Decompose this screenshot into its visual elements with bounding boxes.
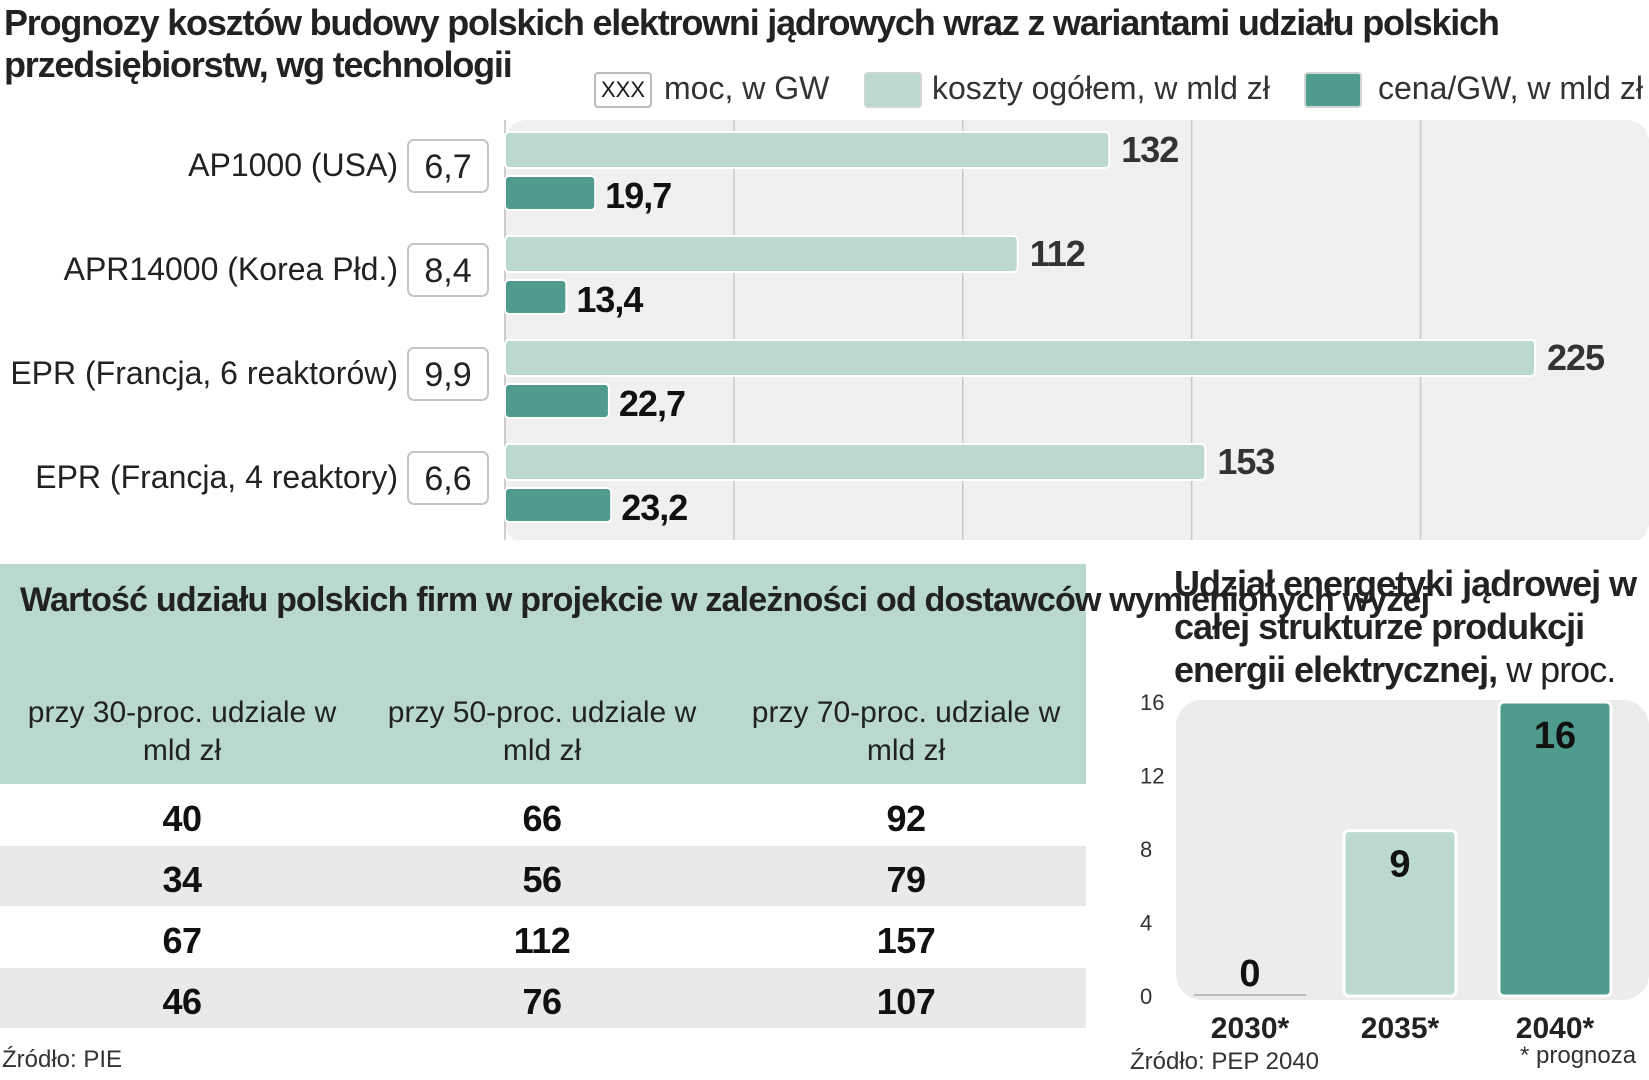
category-label: EPR (Francja, 6 reaktorów) <box>10 355 398 391</box>
y-tick-label: 16 <box>1140 690 1164 715</box>
capacity-value: 8,4 <box>424 252 471 290</box>
bar-price <box>504 175 597 211</box>
legend-price-swatch <box>1304 72 1362 108</box>
table-cell: 76 <box>522 981 562 1022</box>
table-header-70: przy 70-proc. udziale w mld zł <box>751 696 1061 767</box>
vertical-bar-chart: 0 4 8 12 16 0 2030* 9 2035* 16 2040* <box>1140 690 1649 1040</box>
legend-capacity-label: moc, w GW <box>664 70 830 106</box>
capacity-box <box>407 451 489 505</box>
category-label: EPR (Francja, 4 reaktory) <box>35 459 398 495</box>
capacity-value: 6,6 <box>424 460 471 498</box>
capacity-box <box>407 243 489 297</box>
table-cell: 79 <box>886 859 926 900</box>
x-tick-label: 2035* <box>1361 1012 1440 1040</box>
legend-total-label: koszty ogółem, w mld zł <box>932 70 1270 106</box>
table-cell: 107 <box>876 981 936 1022</box>
capacity-box <box>407 347 489 401</box>
table-stripe <box>0 968 1086 1028</box>
data-label-total: 153 <box>1217 441 1274 482</box>
bar-total <box>504 131 1111 169</box>
y-tick-label: 4 <box>1140 911 1152 936</box>
capacity-box <box>407 139 489 193</box>
horizontal-bar-chart: AP1000 (USA) 6,7 132 19,7 APR14000 (Korea Pł… <box>10 120 1649 540</box>
footnote: * prognoza <box>1520 1042 1637 1069</box>
bar-share <box>1342 829 1458 998</box>
table-cell: 46 <box>162 981 202 1022</box>
bar-total <box>504 235 1019 273</box>
source-left: Źródło: PIE <box>2 1046 123 1073</box>
category-label: APR14000 (Korea Płd.) <box>64 251 398 287</box>
table-title: Wartość udziału polskich firm w projekci… <box>20 581 1430 619</box>
data-label-total: 112 <box>1030 233 1085 274</box>
data-label-share: 0 <box>1239 953 1260 995</box>
legend-capacity-swatch: XXX <box>594 72 652 108</box>
table-cell: 92 <box>886 798 926 839</box>
bar-price <box>504 279 568 315</box>
x-tick-label: 2030* <box>1211 1012 1290 1040</box>
chart-panel <box>505 120 1649 540</box>
table-header-50: przy 50-proc. udziale w mld zł <box>387 696 697 767</box>
panel2-title: Udział energetyki jądrowej w całej struk… <box>1174 562 1644 691</box>
legend-capacity-sample: XXX <box>600 77 646 102</box>
data-label-price: 13,4 <box>576 279 643 320</box>
table-cell: 34 <box>162 859 202 900</box>
y-tick-label: 12 <box>1140 764 1164 789</box>
table-cell: 66 <box>522 798 562 839</box>
capacity-value: 9,9 <box>424 356 471 394</box>
table-cell: 56 <box>522 859 562 900</box>
capacity-value: 6,7 <box>424 148 471 186</box>
data-label-total: 225 <box>1547 337 1605 378</box>
data-label-share: 16 <box>1534 715 1576 757</box>
panel2-title-bold: Udział energetyki jądrowej w całej struk… <box>1174 563 1637 690</box>
x-tick-label: 2040* <box>1516 1012 1595 1040</box>
table-cell: 157 <box>876 920 936 961</box>
y-tick-label: 0 <box>1140 984 1152 1009</box>
bar-price <box>504 487 613 523</box>
table-cell: 40 <box>162 798 202 839</box>
table-header-30: przy 30-proc. udziale w mld zł <box>27 696 337 767</box>
chart-title: Prognozy kosztów budowy polskich elektro… <box>4 2 1500 85</box>
bar-price <box>504 383 610 419</box>
data-label-total: 132 <box>1121 129 1178 170</box>
bar-total <box>504 443 1207 481</box>
legend-total-swatch <box>864 72 922 108</box>
data-label-price: 22,7 <box>619 383 685 424</box>
category-label: AP1000 (USA) <box>188 147 398 183</box>
table-cell: 112 <box>513 920 571 961</box>
data-label-price: 23,2 <box>621 487 687 528</box>
data-label-share: 9 <box>1389 844 1410 886</box>
table-stripe <box>0 846 1086 906</box>
bar-total <box>504 339 1536 377</box>
table-header-bg <box>0 564 1086 784</box>
panel2-title-unit: w proc. <box>1497 649 1616 690</box>
bar-share <box>1497 700 1613 998</box>
y-tick-label: 8 <box>1140 837 1152 862</box>
source-right: Źródło: PEP 2040 <box>1130 1048 1320 1075</box>
legend-price-label: cena/GW, w mld zł <box>1378 70 1643 106</box>
data-label-price: 19,7 <box>605 175 671 216</box>
table-cell: 67 <box>162 920 202 961</box>
